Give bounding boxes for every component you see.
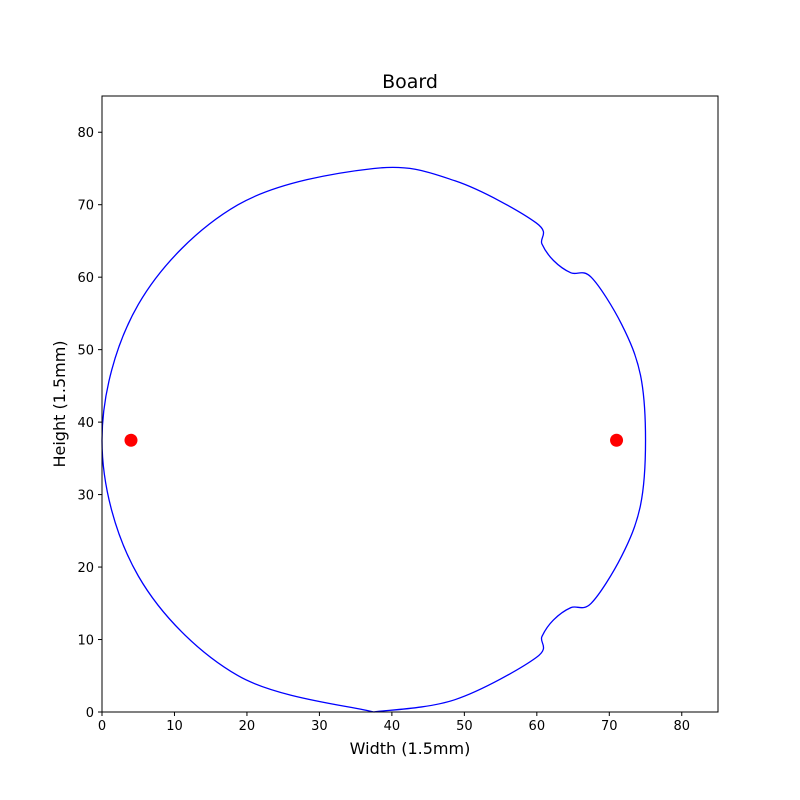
x-tick-label: 70 <box>601 719 618 734</box>
x-tick-label: 80 <box>673 719 690 734</box>
mounting-hole-point <box>610 433 624 447</box>
x-tick-label: 30 <box>311 719 328 734</box>
y-tick-label: 50 <box>77 344 94 359</box>
y-tick-label: 0 <box>86 706 94 721</box>
y-axis-label: Height (1.5mm) <box>50 340 69 467</box>
x-tick-label: 50 <box>456 719 473 734</box>
x-tick-label: 0 <box>98 719 106 734</box>
x-tick-label: 40 <box>384 719 401 734</box>
x-axis-ticks: 0 10 20 30 40 50 60 70 80 <box>98 712 690 734</box>
x-tick-label: 10 <box>166 719 183 734</box>
x-tick-label: 60 <box>529 719 546 734</box>
y-axis-ticks: 0 10 20 30 40 50 60 70 80 <box>77 126 102 721</box>
board-outline-line <box>101 166 647 713</box>
axes-frame <box>101 95 719 713</box>
y-tick-label: 30 <box>77 489 94 504</box>
y-tick-label: 40 <box>77 416 94 431</box>
y-tick-label: 80 <box>77 126 94 141</box>
mounting-hole-point <box>124 433 138 447</box>
x-axis-label: Width (1.5mm) <box>350 739 471 758</box>
y-tick-label: 60 <box>77 271 94 286</box>
y-tick-label: 20 <box>77 561 94 576</box>
y-tick-label: 10 <box>77 634 94 649</box>
plot-area <box>101 166 647 713</box>
chart-title: Board <box>382 71 438 93</box>
x-tick-label: 20 <box>239 719 256 734</box>
y-tick-label: 70 <box>77 199 94 214</box>
